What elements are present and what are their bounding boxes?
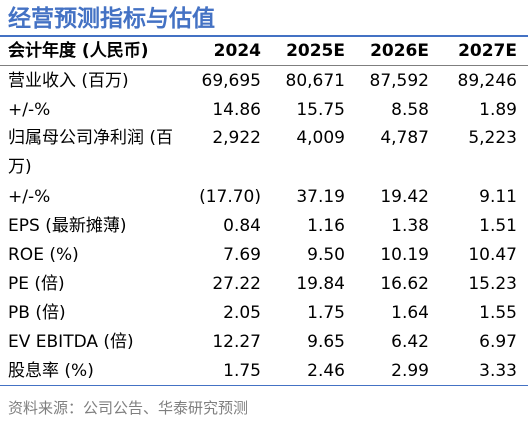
cell-value: 15.75 [296, 99, 345, 120]
cell-value: 8.58 [391, 99, 429, 120]
cell-value: 6.42 [391, 331, 429, 352]
cell-value: 2.05 [223, 302, 261, 323]
source-note: 资料来源：公司公告、华泰研究预测 [8, 399, 249, 417]
header-year-2024: 2024 [188, 37, 272, 66]
table-row: +/-% (17.70) 37.19 19.42 9.11 [0, 182, 528, 211]
table-row: 股息率 (%) 1.75 2.46 2.99 3.33 [0, 356, 528, 386]
cell-value: 5,223 [468, 128, 517, 148]
row-label: PE (倍) [8, 273, 65, 294]
header-year-2025e: 2025E [272, 37, 356, 66]
table-row: EV EBITDA (倍) 12.27 9.65 6.42 6.97 [0, 327, 528, 356]
cell-value: 80,671 [285, 70, 345, 91]
row-label: EV EBITDA (倍) [8, 331, 134, 352]
header-label: 会计年度 (人民币) [0, 37, 188, 66]
cell-value: 9.65 [307, 331, 345, 352]
row-label: +/-% [8, 186, 51, 207]
cell-value: 2,922 [212, 128, 261, 148]
cell-value: 16.62 [380, 273, 429, 294]
header-row: 会计年度 (人民币) 2024 2025E 2026E 2027E [0, 37, 528, 66]
page-title: 经营预测指标与估值 [8, 6, 215, 32]
row-label: 营业收入 (百万) [8, 70, 129, 91]
table-row: PB (倍) 2.05 1.75 1.64 1.55 [0, 298, 528, 327]
cell-value: 4,009 [296, 128, 345, 148]
header-year-2027e: 2027E [440, 37, 528, 66]
cell-value: 0.84 [223, 215, 261, 236]
row-label: ROE (%) [8, 244, 79, 265]
cell-value: 1.16 [307, 215, 345, 236]
title-divider [0, 35, 528, 37]
cell-value: 14.86 [212, 99, 261, 120]
row-label: EPS (最新摊薄) [8, 215, 127, 236]
cell-value: 3.33 [440, 356, 528, 386]
cell-value: 37.19 [296, 186, 345, 207]
table-row: PE (倍) 27.22 19.84 16.62 15.23 [0, 269, 528, 298]
cell-value: 87,592 [369, 70, 429, 91]
cell-value: 15.23 [468, 273, 517, 294]
cell-value: 1.75 [307, 302, 345, 323]
row-label: 股息率 (%) [0, 356, 188, 386]
table-row: +/-% 14.86 15.75 8.58 1.89 [0, 95, 528, 124]
cell-value: 1.64 [391, 302, 429, 323]
cell-value: 1.38 [391, 215, 429, 236]
cell-value: 10.47 [468, 244, 517, 265]
cell-value: (17.70) [199, 186, 261, 207]
row-label: PB (倍) [8, 302, 66, 323]
cell-value: 2.99 [356, 356, 440, 386]
table-row: ROE (%) 7.69 9.50 10.19 10.47 [0, 240, 528, 269]
cell-value: 1.51 [479, 215, 517, 236]
table-row: 营业收入 (百万) 69,695 80,671 87,592 89,246 [0, 66, 528, 96]
cell-value: 9.50 [307, 244, 345, 265]
cell-value: 7.69 [223, 244, 261, 265]
cell-value: 19.42 [380, 186, 429, 207]
cell-value: 4,787 [380, 128, 429, 148]
cell-value: 1.89 [479, 99, 517, 120]
cell-value: 27.22 [212, 273, 261, 294]
cell-value: 2.46 [272, 356, 356, 386]
table-row: EPS (最新摊薄) 0.84 1.16 1.38 1.51 [0, 211, 528, 240]
cell-value: 89,246 [457, 70, 517, 91]
row-label: +/-% [8, 99, 51, 120]
cell-value: 1.55 [479, 302, 517, 323]
cell-value: 9.11 [479, 186, 517, 207]
cell-value: 1.75 [188, 356, 272, 386]
row-label: 归属母公司净利润 (百万) [8, 128, 174, 177]
cell-value: 12.27 [212, 331, 261, 352]
financial-forecast-table: 会计年度 (人民币) 2024 2025E 2026E 2027E 营业收入 (… [0, 37, 528, 386]
header-year-2026e: 2026E [356, 37, 440, 66]
table-row: 归属母公司净利润 (百万) 2,922 4,009 4,787 5,223 [0, 124, 528, 182]
cell-value: 19.84 [296, 273, 345, 294]
cell-value: 6.97 [479, 331, 517, 352]
cell-value: 10.19 [380, 244, 429, 265]
cell-value: 69,695 [201, 70, 261, 91]
